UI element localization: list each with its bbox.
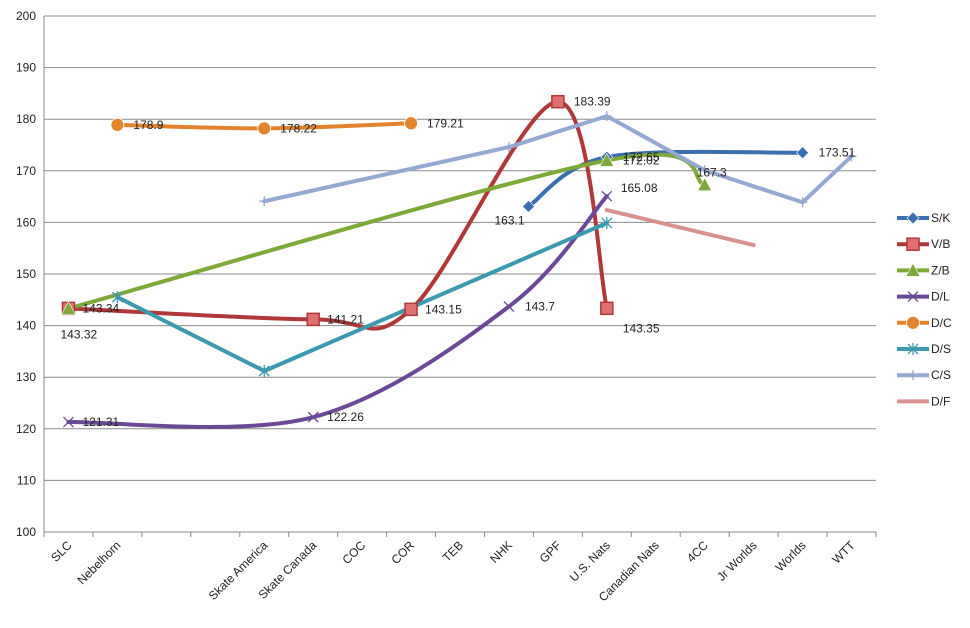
legend-marker [906, 211, 920, 225]
series-line [66, 99, 609, 331]
legend: S/K V/B Z/B D/L D/C D/S C/S D/F [897, 211, 952, 408]
y-axis-tick-labels: 100 110 120 130 140 150 160 170 180 190 200 [16, 9, 36, 539]
legend-label: C/S [931, 368, 951, 382]
y-tick-label: 190 [16, 61, 36, 75]
y-tick-label: 110 [17, 473, 36, 487]
y-tick-label: 120 [16, 422, 36, 436]
data-label: 121.31 [82, 415, 119, 429]
legend-marker [905, 262, 921, 277]
data-label: 173.51 [819, 146, 856, 160]
legend-marker [907, 343, 919, 355]
legend-label: D/L [931, 290, 950, 304]
legend-label: S/K [931, 211, 950, 225]
data-point [503, 142, 514, 153]
data-label: 172.02 [623, 153, 660, 167]
data-label: 143.7 [525, 300, 555, 314]
legend-marker [908, 370, 918, 381]
data-point [60, 300, 76, 315]
y-tick-label: 140 [16, 319, 36, 333]
data-label: 179.21 [427, 116, 464, 130]
legend-label: D/F [931, 394, 950, 408]
data-point [697, 177, 713, 192]
data-labels: 163.1 172.65 173.51 143.34 141.21 143.15 183.3… [60, 95, 855, 429]
data-point [257, 121, 272, 136]
data-label: 122.26 [327, 410, 364, 424]
series-line [262, 114, 854, 205]
data-label: 165.08 [621, 181, 658, 195]
data-label: 141.21 [327, 312, 364, 326]
data-point [600, 301, 614, 316]
legend-label: Z/B [931, 263, 950, 277]
y-tick-label: 180 [16, 112, 36, 126]
data-label: 143.32 [60, 327, 97, 341]
data-point [307, 411, 319, 423]
data-point [404, 302, 418, 317]
series-line [604, 208, 756, 248]
data-point [259, 196, 270, 207]
data-label: 183.39 [574, 95, 611, 109]
data-point [404, 116, 418, 131]
series-line [66, 152, 707, 311]
data-label: 167.3 [697, 166, 727, 180]
data-point [599, 152, 615, 167]
legend-label: D/C [931, 316, 952, 330]
data-point [306, 312, 320, 327]
data-point [110, 117, 125, 132]
series-markers [60, 94, 857, 428]
data-label: 143.15 [425, 302, 462, 316]
legend-label: V/B [931, 237, 950, 251]
legend-marker [906, 237, 920, 251]
legend-marker [906, 315, 920, 330]
legend-marker [907, 291, 919, 303]
data-label: 163.1 [494, 213, 524, 227]
y-tick-label: 130 [16, 370, 36, 384]
axes [43, 16, 877, 537]
data-label: 143.34 [82, 301, 119, 315]
series-line [66, 194, 609, 429]
data-point [551, 94, 565, 109]
data-label: 172.65 [623, 150, 660, 164]
y-tick-label: 200 [16, 9, 36, 23]
data-point [63, 416, 74, 428]
data-point [601, 216, 613, 229]
data-point [797, 197, 808, 208]
data-point [796, 146, 810, 160]
data-point [258, 365, 270, 378]
gridlines [44, 15, 876, 533]
y-tick-label: 170 [16, 164, 36, 178]
legend-label: D/S [931, 342, 951, 356]
y-tick-label: 100 [16, 525, 36, 539]
data-label: 178.22 [280, 121, 317, 135]
data-point [522, 199, 535, 213]
data-point [601, 111, 612, 122]
y-tick-label: 160 [16, 215, 36, 229]
y-tick-label: 150 [16, 267, 36, 281]
data-point [601, 190, 613, 202]
data-point [846, 151, 857, 162]
data-label: 143.35 [623, 321, 660, 335]
data-point [111, 291, 123, 304]
data-point [699, 165, 710, 176]
data-point [503, 301, 515, 312]
series-line [526, 149, 805, 209]
data-label: 178.9 [133, 118, 163, 132]
